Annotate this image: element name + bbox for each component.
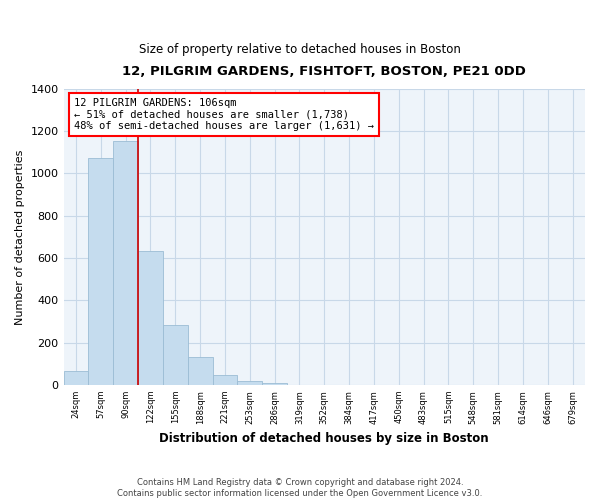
Bar — [188, 358, 212, 385]
Title: 12, PILGRIM GARDENS, FISHTOFT, BOSTON, PE21 0DD: 12, PILGRIM GARDENS, FISHTOFT, BOSTON, P… — [122, 65, 526, 78]
Text: Size of property relative to detached houses in Boston: Size of property relative to detached ho… — [139, 42, 461, 56]
Bar — [88, 158, 113, 385]
Bar — [64, 371, 88, 385]
Bar — [113, 140, 138, 385]
Text: Contains HM Land Registry data © Crown copyright and database right 2024.
Contai: Contains HM Land Registry data © Crown c… — [118, 478, 482, 498]
Bar — [212, 375, 238, 385]
Bar — [238, 380, 262, 385]
Text: 12 PILGRIM GARDENS: 106sqm
← 51% of detached houses are smaller (1,738)
48% of s: 12 PILGRIM GARDENS: 106sqm ← 51% of deta… — [74, 98, 374, 131]
X-axis label: Distribution of detached houses by size in Boston: Distribution of detached houses by size … — [160, 432, 489, 445]
Bar — [138, 250, 163, 385]
Bar — [163, 324, 188, 385]
Bar — [262, 383, 287, 385]
Y-axis label: Number of detached properties: Number of detached properties — [15, 149, 25, 324]
